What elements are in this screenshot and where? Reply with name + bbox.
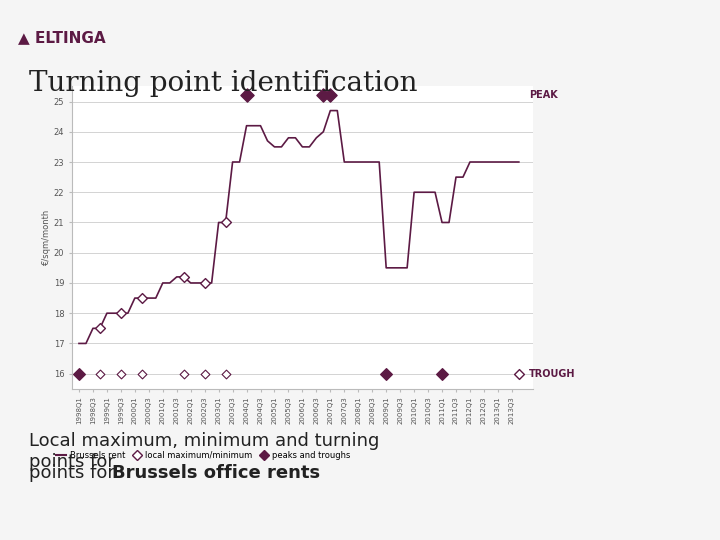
Point	[73, 369, 85, 378]
Point	[220, 218, 231, 227]
Point	[94, 324, 106, 333]
Point	[136, 369, 148, 378]
Text: Brussels office rents: Brussels office rents	[112, 464, 320, 482]
Point	[94, 369, 106, 378]
Point	[513, 369, 525, 378]
Point	[325, 91, 336, 100]
Point	[240, 91, 252, 100]
Point	[380, 369, 392, 378]
Point	[436, 369, 448, 378]
Point	[199, 279, 210, 287]
Point	[318, 91, 329, 100]
Text: Turning point identification: Turning point identification	[29, 70, 418, 97]
Text: points for: points for	[29, 464, 120, 482]
Point	[178, 369, 189, 378]
Point	[115, 309, 127, 318]
Point	[115, 369, 127, 378]
Point	[136, 294, 148, 302]
Text: PEAK: PEAK	[529, 91, 558, 100]
Text: TROUGH: TROUGH	[529, 369, 576, 379]
Point	[220, 369, 231, 378]
Text: Local maximum, minimum and turning
points for: Local maximum, minimum and turning point…	[29, 432, 379, 471]
Text: ▲ ELTINGA: ▲ ELTINGA	[18, 30, 106, 45]
Point	[178, 273, 189, 281]
Point	[199, 369, 210, 378]
Legend: Brussels rent, local maximum/minimum, peaks and troughs: Brussels rent, local maximum/minimum, pe…	[53, 448, 354, 463]
Y-axis label: €/sqm/month: €/sqm/month	[42, 210, 51, 266]
